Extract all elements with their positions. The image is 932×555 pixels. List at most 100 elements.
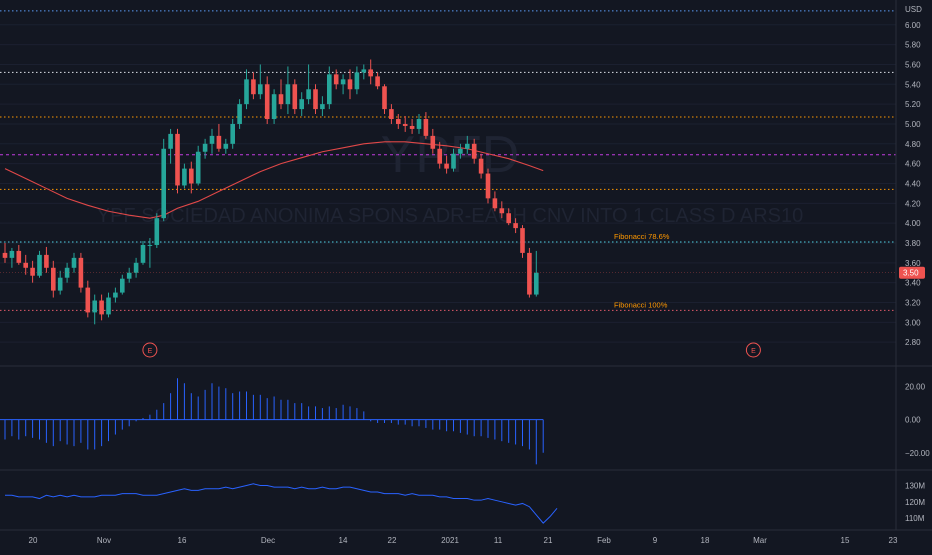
candle[interactable]: [458, 143, 463, 159]
candle[interactable]: [409, 119, 415, 134]
candle[interactable]: [126, 267, 132, 283]
candle[interactable]: [106, 292, 111, 318]
momentum-pane[interactable]: 130M 120M 110M: [5, 481, 925, 524]
currency-label[interactable]: USD: [905, 5, 922, 14]
candle[interactable]: [423, 112, 429, 139]
price-axis[interactable]: 2.80 3.00 3.20 3.40 3.60 3.80 4.00 4.20 4.40 4.60…: [0, 0, 932, 531]
candle[interactable]: [396, 114, 401, 129]
candle[interactable]: [513, 218, 518, 234]
candle[interactable]: [2, 242, 8, 263]
momentum-line[interactable]: [5, 483, 558, 524]
candle[interactable]: [278, 79, 284, 110]
candle[interactable]: [92, 294, 97, 325]
candle[interactable]: [120, 274, 125, 295]
candle[interactable]: [368, 59, 373, 85]
candle[interactable]: [354, 66, 360, 95]
candle-body: [237, 104, 242, 124]
candle[interactable]: [534, 250, 539, 297]
candle[interactable]: [51, 260, 56, 298]
moving-average[interactable]: [4, 141, 544, 219]
candle[interactable]: [209, 128, 215, 154]
earnings-marker[interactable]: [745, 342, 761, 358]
candle[interactable]: [285, 66, 291, 115]
candle[interactable]: [175, 128, 180, 194]
candle[interactable]: [306, 64, 311, 105]
candle-body: [340, 79, 346, 85]
candle[interactable]: [361, 64, 367, 80]
candle[interactable]: [520, 225, 525, 258]
candle[interactable]: [202, 138, 208, 159]
candle[interactable]: [44, 246, 49, 273]
earnings-marker[interactable]: [142, 342, 158, 358]
candle[interactable]: [264, 76, 270, 124]
candle[interactable]: [71, 252, 77, 273]
candle[interactable]: [230, 119, 235, 149]
candle[interactable]: [506, 208, 511, 226]
candle[interactable]: [182, 163, 187, 189]
time-axis[interactable]: 20 Nov 16 Dec 14 22 2021 11 21 Feb 9 18 Mar 15 23: [29, 536, 898, 545]
candle[interactable]: [375, 72, 380, 90]
candle[interactable]: [244, 69, 249, 110]
candle[interactable]: [64, 262, 70, 283]
candle[interactable]: [30, 260, 35, 283]
candle[interactable]: [223, 138, 229, 154]
candle[interactable]: [189, 161, 194, 194]
candle[interactable]: [113, 287, 118, 303]
candles[interactable]: [2, 59, 539, 325]
candle[interactable]: [451, 148, 456, 172]
oscillator-pane[interactable]: 20.00 0.00 −20.00: [0, 378, 930, 465]
candle[interactable]: [251, 72, 256, 100]
horizontal-levels[interactable]: Fibonacci 78.6% Fibonacci 100%: [0, 10, 896, 311]
candle[interactable]: [437, 141, 442, 169]
candle[interactable]: [168, 128, 173, 164]
candle[interactable]: [23, 254, 28, 275]
candle[interactable]: [444, 155, 449, 174]
candle[interactable]: [527, 247, 532, 298]
candle[interactable]: [216, 123, 222, 152]
candle[interactable]: [416, 114, 422, 134]
candle[interactable]: [299, 92, 304, 117]
candle[interactable]: [161, 138, 166, 222]
candle[interactable]: [78, 252, 84, 293]
candle[interactable]: [333, 69, 339, 90]
candle[interactable]: [99, 294, 104, 321]
moving-average-line[interactable]: [4, 141, 544, 219]
candle[interactable]: [258, 64, 263, 100]
candle[interactable]: [347, 69, 353, 100]
candle[interactable]: [237, 99, 242, 129]
candle[interactable]: [140, 241, 146, 265]
candle[interactable]: [133, 257, 139, 278]
candle[interactable]: [430, 128, 436, 154]
candle[interactable]: [271, 89, 277, 124]
candle-body: [182, 168, 187, 186]
candle-body: [389, 109, 394, 120]
candle[interactable]: [327, 66, 332, 110]
candle[interactable]: [340, 74, 346, 95]
candle[interactable]: [320, 96, 325, 117]
candle[interactable]: [382, 84, 387, 115]
candle[interactable]: [195, 145, 201, 186]
candle[interactable]: [154, 213, 160, 248]
price-tick-label: 4.00: [905, 219, 921, 228]
candle[interactable]: [57, 270, 63, 295]
candle[interactable]: [499, 201, 505, 219]
candle[interactable]: [471, 138, 477, 164]
candle[interactable]: [402, 116, 408, 132]
candle[interactable]: [465, 135, 470, 154]
candle[interactable]: [313, 84, 318, 115]
candle[interactable]: [85, 280, 91, 318]
candle[interactable]: [492, 191, 498, 212]
candle[interactable]: [147, 238, 153, 268]
candle[interactable]: [478, 153, 484, 179]
candle[interactable]: [485, 168, 491, 204]
candle-body: [209, 135, 215, 144]
candle[interactable]: [9, 247, 15, 268]
candle[interactable]: [389, 104, 394, 124]
candle[interactable]: [16, 244, 22, 265]
candle[interactable]: [37, 250, 42, 278]
candle[interactable]: [292, 79, 298, 115]
candle-body: [313, 89, 318, 110]
